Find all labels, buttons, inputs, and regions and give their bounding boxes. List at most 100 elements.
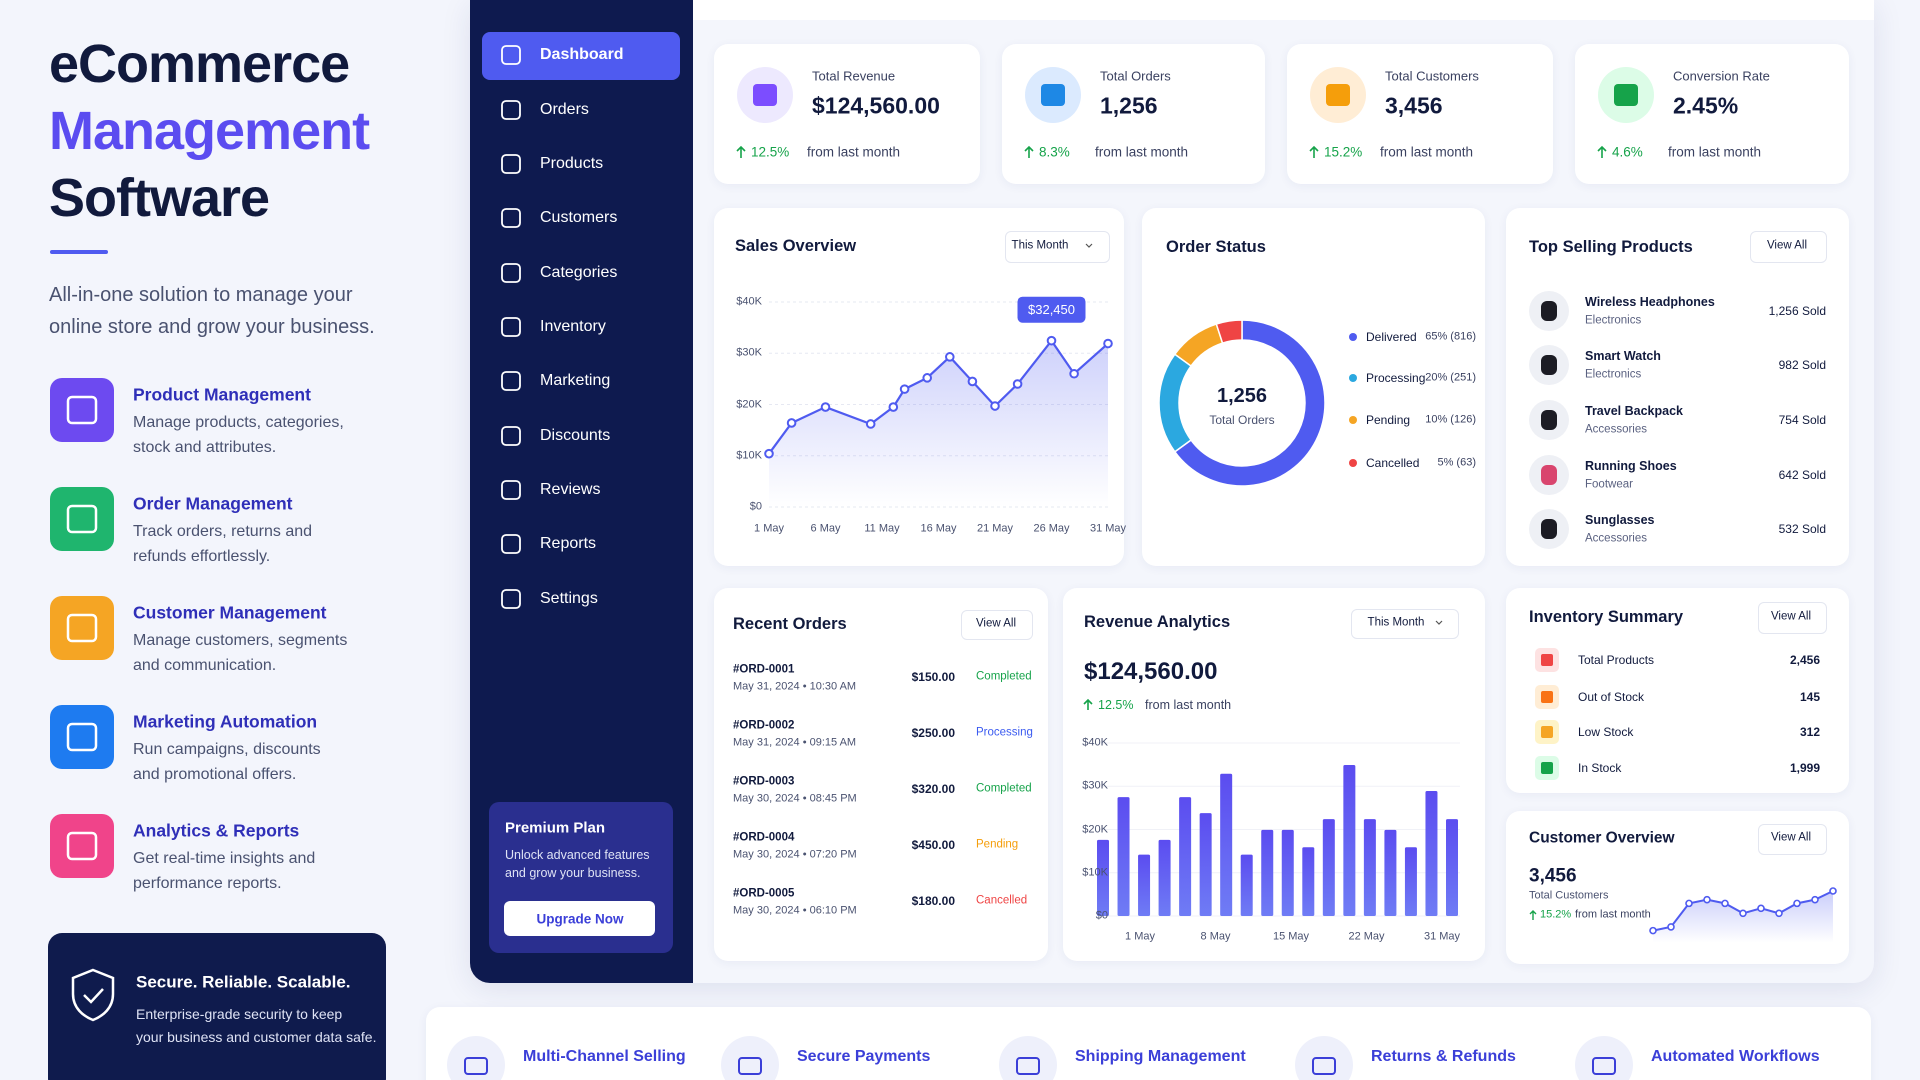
recent-orders-card	[714, 588, 1048, 961]
stat-value: 3,456	[1385, 92, 1443, 119]
inventory-label: Total Products	[1578, 653, 1655, 667]
nav-item[interactable]: Dashboard	[540, 46, 624, 63]
stat-change: 12.5%	[751, 144, 790, 160]
feature-title: Order Management	[133, 493, 293, 514]
stat-label: Total Revenue	[812, 68, 896, 84]
view-all-button[interactable]	[1758, 824, 1827, 855]
inventory-label: Out of Stock	[1578, 690, 1645, 704]
product-category: Electronics	[1585, 314, 1642, 327]
view-all-label[interactable]: View All	[1770, 610, 1812, 623]
filter-label[interactable]: This Month	[1011, 239, 1069, 252]
order-status: Pending	[976, 838, 1019, 851]
product-sold: 754 Sold	[1778, 413, 1826, 427]
stat-change: 15.2%	[1324, 144, 1363, 160]
bottom-feature-title: Shipping Management	[1075, 1048, 1246, 1065]
product-sold: 982 Sold	[1778, 358, 1826, 372]
security-title: Secure. Reliable. Scalable.	[136, 972, 351, 992]
revenue-change: 12.5%	[1098, 697, 1134, 712]
y-tick-label: $20K	[736, 398, 762, 410]
y-tick-label: $40K	[1082, 736, 1108, 749]
product-sold: 642 Sold	[1778, 468, 1826, 482]
nav-item[interactable]: Marketing	[540, 372, 611, 389]
product-category: Accessories	[1585, 423, 1647, 436]
feature-title: Customer Management	[133, 602, 327, 623]
x-tick-label: 11 May	[864, 522, 900, 535]
hero-title-line: Management	[49, 101, 370, 161]
view-all-button[interactable]	[1750, 231, 1827, 263]
feature-icon	[50, 487, 114, 551]
bottom-strip	[426, 1007, 1871, 1080]
nav-item[interactable]: Reports	[540, 535, 597, 552]
x-tick-label: 26 May	[1033, 522, 1070, 535]
x-tick-label: 8 May	[1200, 930, 1231, 943]
revenue-note: from last month	[1145, 697, 1232, 712]
nav-item[interactable]: Reviews	[540, 481, 601, 498]
legend-label: Pending	[1366, 413, 1411, 427]
card-title: Customer Overview	[1529, 829, 1675, 847]
bottom-feature-title: Multi-Channel Selling	[523, 1048, 686, 1065]
security-desc: Enterprise-grade security to keep	[136, 1006, 343, 1022]
feature-title: Analytics & Reports	[133, 820, 300, 841]
card-title: Top Selling Products	[1529, 237, 1693, 256]
card-title: Inventory Summary	[1529, 607, 1684, 626]
feature-desc: refunds effortlessly.	[133, 548, 271, 565]
legend-value: 10% (126)	[1425, 413, 1476, 426]
order-id: #ORD-0004	[733, 831, 795, 844]
premium-title: Premium Plan	[505, 819, 606, 837]
order-amount: $320.00	[911, 782, 955, 796]
legend-label: Processing	[1366, 371, 1426, 385]
order-date: May 30, 2024 • 07:20 PM	[733, 848, 857, 861]
customer-note: from last month	[1575, 908, 1651, 921]
legend-label: Delivered	[1366, 330, 1417, 344]
y-tick-label: $0	[749, 500, 762, 513]
title-underline	[50, 250, 108, 254]
y-tick-label: $10K	[1082, 866, 1108, 879]
feature-desc: and communication.	[133, 657, 277, 674]
nav-item[interactable]: Settings	[540, 590, 598, 607]
customer-label: Total Customers	[1529, 889, 1609, 902]
stat-label: Total Orders	[1100, 68, 1171, 84]
hero-title-line: Software	[49, 168, 270, 228]
feature-desc: Run campaigns, discounts	[133, 741, 321, 758]
view-all-button[interactable]	[961, 610, 1033, 640]
upgrade-button[interactable]	[504, 901, 655, 936]
nav-item[interactable]: Products	[540, 155, 604, 172]
upgrade-button-label[interactable]: Upgrade Now	[536, 911, 624, 927]
inventory-value: 145	[1799, 690, 1820, 704]
nav-item[interactable]: Discounts	[540, 427, 611, 444]
x-tick-label: 22 May	[1348, 930, 1385, 943]
y-tick-label: $10K	[736, 449, 762, 462]
feature-desc: Track orders, returns and	[133, 523, 313, 540]
inventory-value: 1,999	[1789, 761, 1820, 775]
feature-desc: Manage customers, segments	[133, 632, 348, 649]
nav-item[interactable]: Customers	[540, 209, 618, 226]
card-title: Revenue Analytics	[1084, 612, 1231, 631]
filter-button[interactable]	[1005, 231, 1110, 263]
y-tick-label: $30K	[736, 346, 762, 359]
card-title: Sales Overview	[735, 236, 857, 255]
feature-desc: Get real-time insights and	[133, 850, 316, 867]
filter-label[interactable]: This Month	[1367, 616, 1425, 629]
view-all-label[interactable]: View All	[975, 617, 1017, 630]
view-all-button[interactable]	[1758, 602, 1827, 634]
y-tick-label: $0	[1095, 909, 1108, 922]
feature-desc: performance reports.	[133, 875, 282, 892]
order-date: May 31, 2024 • 09:15 AM	[733, 736, 857, 749]
view-all-label[interactable]: View All	[1770, 831, 1812, 844]
product-name: Travel Backpack	[1585, 403, 1683, 418]
view-all-label[interactable]: View All	[1766, 239, 1808, 252]
order-amount: $450.00	[911, 838, 955, 852]
feature-title: Product Management	[133, 384, 311, 405]
legend-value: 65% (816)	[1425, 330, 1476, 343]
nav-item[interactable]: Orders	[540, 101, 589, 118]
nav-item[interactable]: Categories	[540, 264, 618, 281]
stat-note: from last month	[1095, 144, 1189, 160]
stat-label: Conversion Rate	[1673, 68, 1770, 84]
x-tick-label: 1 May	[754, 522, 784, 535]
nav-item[interactable]: Inventory	[540, 318, 606, 335]
stat-note: from last month	[1668, 144, 1762, 160]
customer-value: 3,456	[1529, 865, 1577, 887]
order-id: #ORD-0003	[733, 775, 795, 788]
